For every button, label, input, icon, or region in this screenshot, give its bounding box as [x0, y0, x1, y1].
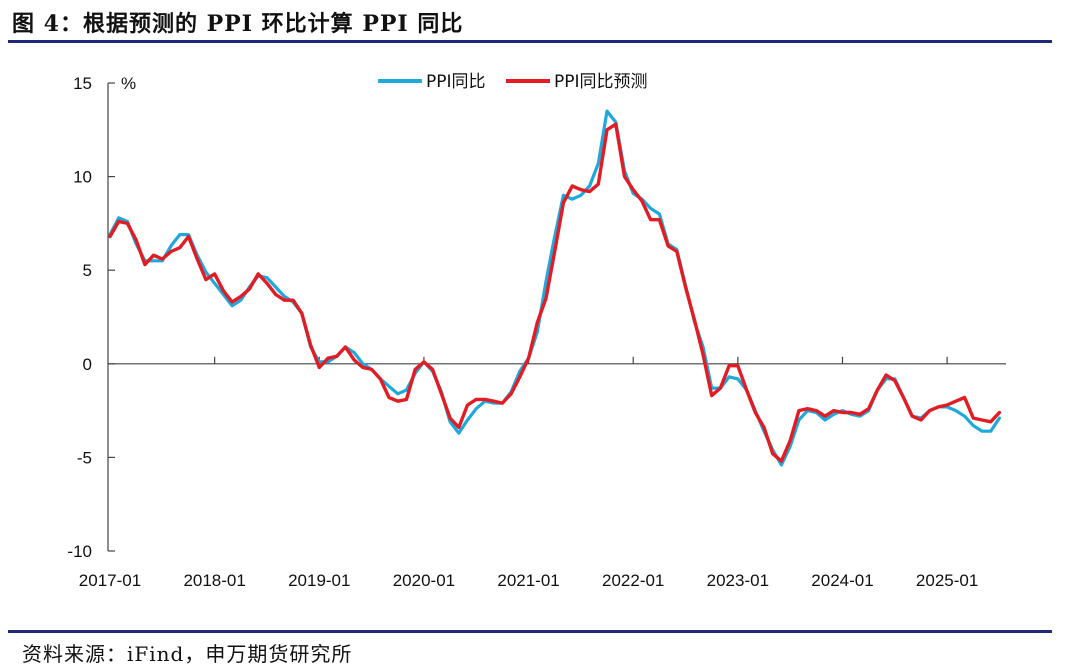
- x-tick-label: 2019-01: [288, 571, 350, 590]
- title-divider: [8, 40, 1052, 43]
- legend-label: PPI同比: [426, 72, 486, 92]
- y-axis: 15 10 5 0 -5 -10%: [67, 74, 136, 561]
- y-tick-label: -10: [67, 542, 92, 561]
- y-unit-label: %: [121, 74, 136, 93]
- y-tick-label: -5: [77, 448, 92, 467]
- chart-title: 图 4：根据预测的 PPI 环比计算 PPI 同比: [12, 11, 464, 37]
- x-tick-label: 2025-01: [916, 571, 978, 590]
- x-tick-label: 2024-01: [811, 571, 873, 590]
- x-axis: 2017-01 2018-01 2019-01 2020-01 2021-01 2022-…: [79, 356, 1006, 590]
- legend: PPI同比 PPI同比预测: [378, 72, 648, 92]
- x-tick-label: 2020-01: [393, 571, 455, 590]
- x-tick-label: 2022-01: [602, 571, 664, 590]
- legend-label: PPI同比预测: [554, 72, 648, 92]
- x-tick-label: 2017-01: [79, 571, 141, 590]
- y-tick-label: 0: [83, 355, 92, 374]
- y-tick-label: 5: [83, 261, 92, 280]
- source-divider: [8, 630, 1052, 633]
- y-tick-label: 10: [73, 168, 92, 187]
- y-tick-label: 15: [73, 74, 92, 93]
- x-tick-label: 2018-01: [183, 571, 245, 590]
- x-tick-label: 2023-01: [707, 571, 769, 590]
- series-lines: [108, 109, 1002, 467]
- series-line-ppi-yoy-forecast: [108, 122, 1002, 463]
- x-tick-label: 2021-01: [497, 571, 559, 590]
- source-note: 资料来源：iFind，申万期货研究所: [22, 642, 353, 666]
